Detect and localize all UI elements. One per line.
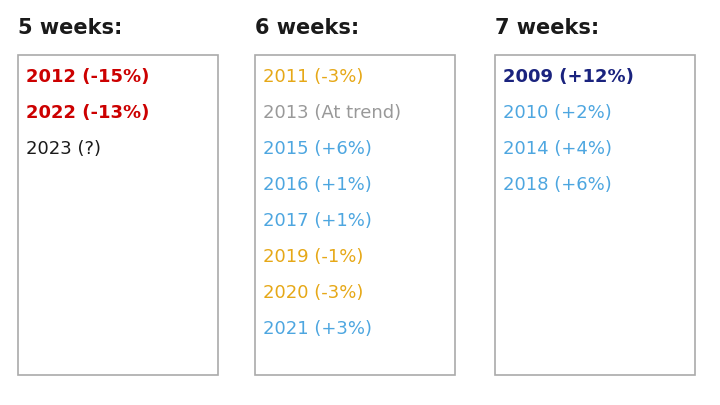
Text: 2014 (+4%): 2014 (+4%) bbox=[503, 140, 612, 158]
Text: 2009 (+12%): 2009 (+12%) bbox=[503, 68, 634, 86]
Text: 2013 (At trend): 2013 (At trend) bbox=[263, 104, 401, 122]
Text: 2015 (+6%): 2015 (+6%) bbox=[263, 140, 372, 158]
Text: 2023 (?): 2023 (?) bbox=[26, 140, 101, 158]
Text: 2021 (+3%): 2021 (+3%) bbox=[263, 320, 372, 338]
Text: 2017 (+1%): 2017 (+1%) bbox=[263, 212, 372, 230]
Text: 2022 (-13%): 2022 (-13%) bbox=[26, 104, 149, 122]
Text: 2016 (+1%): 2016 (+1%) bbox=[263, 176, 372, 194]
Bar bbox=[255, 55, 455, 375]
Text: 2020 (-3%): 2020 (-3%) bbox=[263, 284, 364, 302]
Text: 6 weeks:: 6 weeks: bbox=[255, 18, 359, 38]
Text: 2012 (-15%): 2012 (-15%) bbox=[26, 68, 149, 86]
Text: 5 weeks:: 5 weeks: bbox=[18, 18, 122, 38]
Text: 7 weeks:: 7 weeks: bbox=[495, 18, 599, 38]
Text: 2011 (-3%): 2011 (-3%) bbox=[263, 68, 364, 86]
Bar bbox=[18, 55, 218, 375]
Text: 2010 (+2%): 2010 (+2%) bbox=[503, 104, 612, 122]
Text: 2019 (-1%): 2019 (-1%) bbox=[263, 248, 364, 266]
Bar bbox=[495, 55, 695, 375]
Text: 2018 (+6%): 2018 (+6%) bbox=[503, 176, 612, 194]
